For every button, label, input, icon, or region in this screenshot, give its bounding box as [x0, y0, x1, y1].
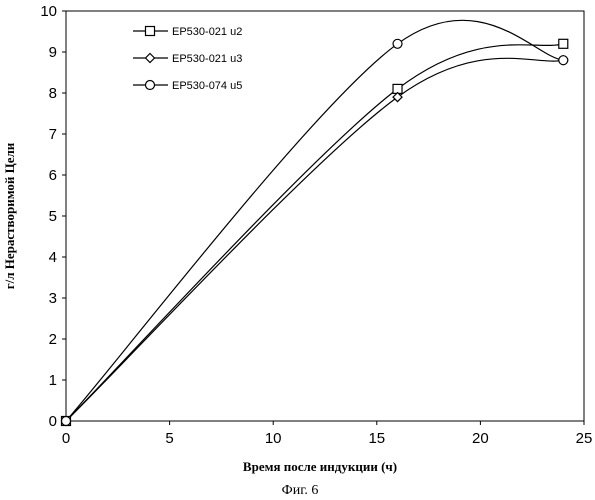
y-tick-label: 10 — [40, 3, 57, 20]
y-tick-label: 7 — [49, 126, 57, 143]
data-point-circle — [559, 56, 568, 65]
legend-label: EP530-021 u2 — [172, 26, 242, 38]
x-tick-label: 10 — [265, 430, 282, 447]
y-tick-label: 4 — [49, 249, 57, 266]
data-point-square — [559, 39, 568, 48]
legend: EP530-021 u2 EP530-021 u3 EP530-074 u5 — [133, 26, 242, 92]
x-tick-label: 0 — [62, 430, 70, 447]
legend-label: EP530-074 u5 — [172, 80, 242, 92]
legend-marker-circle — [146, 81, 155, 90]
x-tick-label: 5 — [165, 430, 173, 447]
y-axis-label: г/л Нерастворимой Цели — [2, 142, 17, 289]
plot-area — [66, 11, 584, 421]
x-axis-label: Время после индукции (ч) — [243, 459, 397, 474]
x-tick-label: 20 — [472, 430, 489, 447]
y-tick-label: 8 — [49, 85, 57, 102]
y-tick-label: 9 — [49, 44, 57, 61]
y-tick-label: 0 — [49, 413, 57, 430]
x-tick-label: 15 — [368, 430, 385, 447]
y-tick-label: 2 — [49, 331, 57, 348]
y-tick-label: 6 — [49, 167, 57, 184]
figure-caption: Фиг. 6 — [282, 483, 319, 498]
x-tick-label: 25 — [576, 430, 593, 447]
y-tick-label: 1 — [49, 372, 57, 389]
data-point-circle — [62, 417, 71, 426]
y-tick-label: 5 — [49, 208, 57, 225]
data-point-circle — [393, 39, 402, 48]
y-tick-label: 3 — [49, 290, 57, 307]
y-axis-ticks: 0 1 2 3 4 5 6 7 8 9 10 — [40, 3, 66, 430]
legend-label: EP530-021 u3 — [172, 53, 242, 65]
x-axis-ticks: 0 5 10 15 20 25 — [62, 421, 593, 447]
legend-marker-square — [146, 27, 155, 36]
